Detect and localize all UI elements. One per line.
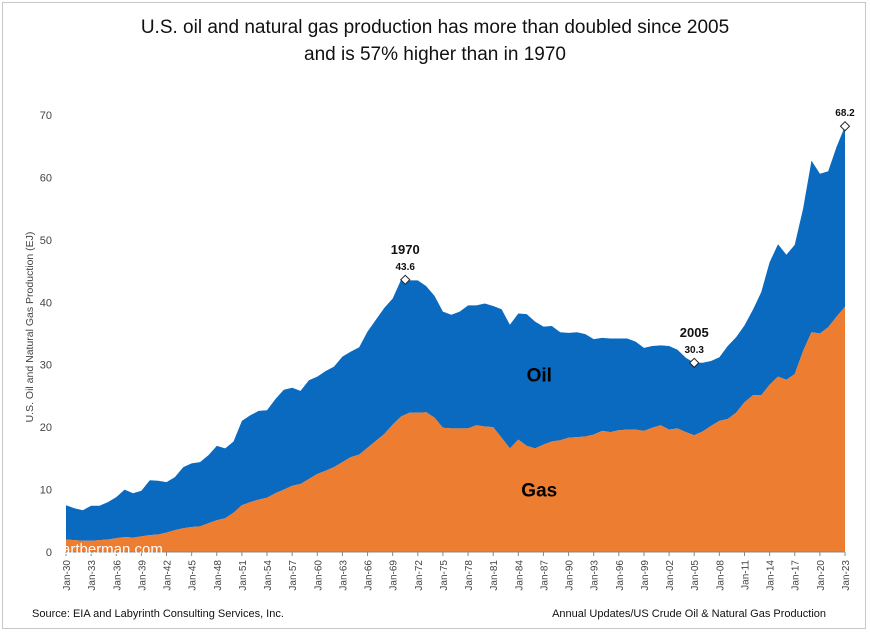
area-label-gas: Gas (521, 480, 557, 501)
x-tick-label: Jan-51 (238, 560, 249, 591)
x-tick-label: Jan-60 (313, 560, 324, 591)
y-tick-label: 0 (46, 547, 52, 559)
x-tick-label: Jan-69 (389, 560, 400, 591)
x-tick-label: Jan-45 (188, 560, 199, 591)
x-tick-label: Jan-42 (163, 560, 174, 591)
oil-area (66, 126, 845, 541)
annotations-layer: 43.6 1970 30.3 2005 68.2 (391, 108, 855, 369)
y-tick-label: 20 (40, 422, 52, 434)
y-tick-label: 60 (40, 172, 52, 184)
area-label-oil: Oil (527, 366, 552, 387)
x-tick-label: Jan-14 (766, 560, 777, 591)
x-tick-label: Jan-48 (213, 560, 224, 591)
x-tick-label: Jan-05 (690, 560, 701, 591)
y-tick-label: 70 (40, 110, 52, 122)
annotation-marker (839, 121, 851, 132)
footer-note: Annual Updates/US Crude Oil & Natural Ga… (552, 608, 826, 620)
x-tick-label: Jan-20 (816, 560, 827, 591)
annotation-value: 30.3 (684, 345, 704, 356)
x-tick-label: Jan-11 (740, 560, 751, 590)
x-tick-label: Jan-36 (112, 560, 123, 591)
annotation-label: 2005 (680, 325, 709, 340)
area-layer (66, 126, 845, 552)
x-tick-label: Jan-75 (439, 560, 450, 591)
x-tick-label: Jan-87 (539, 560, 550, 591)
x-tick-label: Jan-78 (464, 560, 475, 591)
y-tick-label: 10 (40, 485, 52, 497)
x-tick-label: Jan-90 (565, 560, 576, 591)
x-tick-label: Jan-72 (414, 560, 425, 591)
x-tick-label: Jan-39 (137, 560, 148, 591)
source-note: Source: EIA and Labyrinth Consulting Ser… (32, 608, 284, 620)
y-tick-labels: 0 10 20 30 40 50 60 70 (40, 110, 52, 559)
title-line-2: and is 57% higher than in 1970 (304, 44, 566, 65)
annotation-value: 68.2 (835, 108, 855, 119)
annotation-label: 1970 (391, 242, 420, 257)
chart-title: U.S. oil and natural gas production has … (0, 14, 870, 68)
x-tick-label: Jan-66 (364, 560, 375, 591)
annotation-value: 43.6 (396, 262, 416, 273)
y-tick-label: 50 (40, 235, 52, 247)
x-tick-label: Jan-99 (640, 560, 651, 591)
y-tick-label: 40 (40, 297, 52, 309)
x-tick-label: Jan-84 (514, 560, 525, 591)
x-tick-label: Jan-57 (288, 560, 299, 591)
x-tick-label: Jan-96 (615, 560, 626, 591)
watermark: artberman.com (62, 541, 163, 558)
x-tick-label: Jan-08 (715, 560, 726, 591)
y-axis-label: U.S. Oil and Natural Gas Production (EJ) (24, 232, 36, 423)
x-tick-label: Jan-02 (665, 560, 676, 591)
area-labels-layer: Oil Gas (521, 366, 557, 502)
x-tick-label: Jan-54 (263, 560, 274, 591)
x-tick-label: Jan-17 (791, 560, 802, 591)
x-tick-label: Jan-81 (489, 560, 500, 591)
x-tick-label: Jan-93 (590, 560, 601, 591)
title-line-1: U.S. oil and natural gas production has … (140, 17, 730, 38)
x-tick-label: Jan-33 (87, 560, 98, 591)
annotation-marker (688, 357, 700, 369)
x-tick-label: Jan-30 (62, 560, 73, 591)
y-tick-label: 30 (40, 360, 52, 372)
x-tick-labels: Jan-30 Jan-33 Jan-36 Jan-39 Jan-42 Jan-45 Jan-… (62, 552, 852, 591)
gas-area (66, 306, 845, 552)
x-tick-label: Jan-63 (338, 560, 349, 591)
annotation-marker (400, 274, 411, 286)
x-tick-label: Jan-23 (841, 560, 852, 591)
